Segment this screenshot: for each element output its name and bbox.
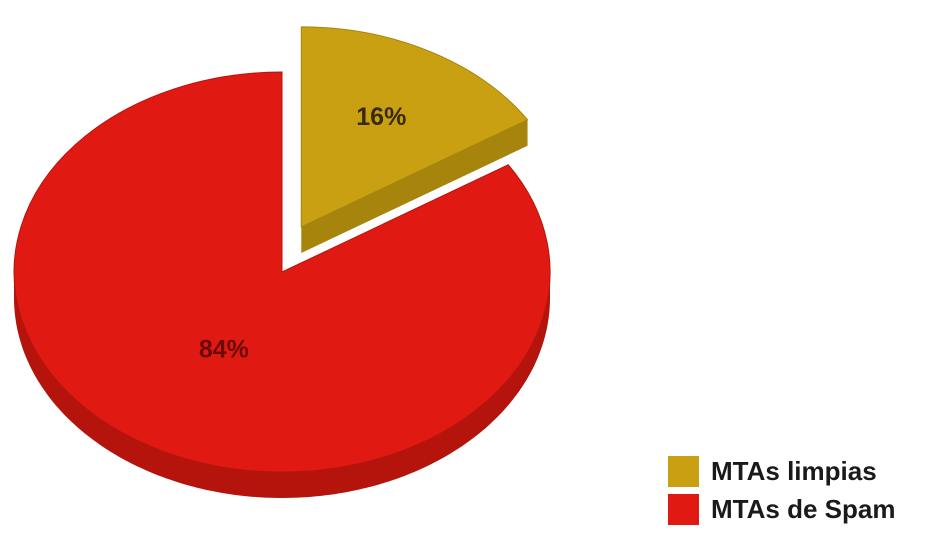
- slices-layer: [13, 26, 551, 498]
- slice-top-face: [13, 71, 551, 473]
- legend-swatch-limpias: [668, 455, 699, 487]
- slice-top-face: [300, 26, 529, 228]
- slice-value-label-spam: 84%: [199, 336, 249, 364]
- legend: MTAs limpias MTAs de Spam: [668, 452, 938, 528]
- legend-label-limpias: MTAs limpias: [711, 455, 877, 486]
- slice-labels: 84% 16%: [199, 103, 406, 364]
- slice-cut-face: [301, 119, 528, 253]
- slice-spam: [13, 71, 551, 498]
- legend-swatch-spam: [668, 493, 699, 525]
- legend-label-spam: MTAs de Spam: [711, 493, 896, 524]
- slice-limpias: [300, 26, 529, 253]
- legend-item-limpias: MTAs limpias: [668, 452, 938, 490]
- legend-item-spam: MTAs de Spam: [668, 490, 938, 528]
- slice-value-label-limpias: 16%: [356, 103, 406, 131]
